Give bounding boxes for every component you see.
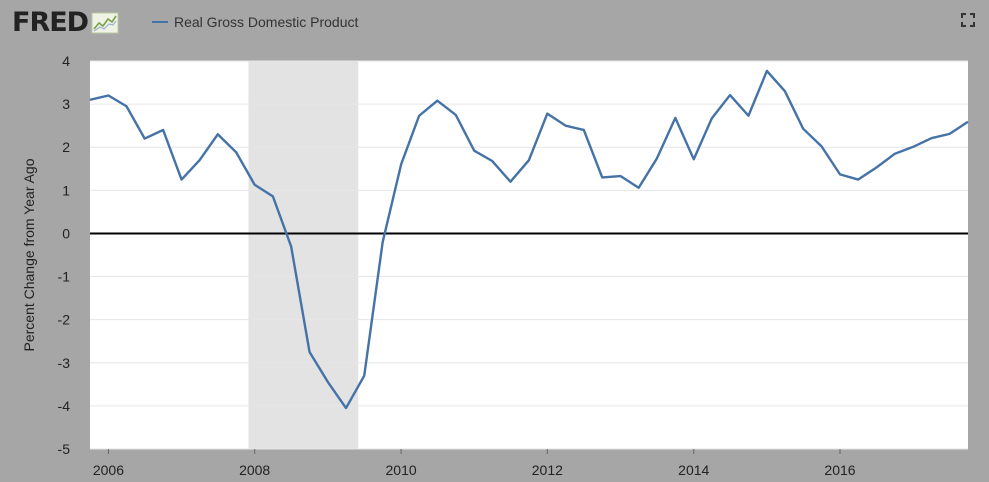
series-point bbox=[582, 128, 586, 132]
y-tick-label: -1 bbox=[58, 269, 71, 285]
series-point bbox=[655, 156, 659, 160]
series-point bbox=[435, 99, 439, 103]
series-point bbox=[856, 178, 860, 182]
x-tick-label: 2016 bbox=[824, 462, 855, 478]
series-point bbox=[637, 186, 641, 190]
series-point bbox=[417, 114, 421, 118]
series-point bbox=[911, 145, 915, 149]
series-point bbox=[508, 180, 512, 184]
series-point bbox=[472, 149, 476, 153]
series-point bbox=[381, 240, 385, 244]
x-tick-label: 2006 bbox=[93, 462, 124, 478]
series-point bbox=[564, 124, 568, 128]
series-point bbox=[399, 162, 403, 166]
y-axis-ticks: 4 3 2 1 0 -1 -2 -3 -4 -5 bbox=[58, 53, 71, 457]
grid-lines bbox=[90, 60, 968, 450]
y-tick-label: 1 bbox=[62, 182, 70, 198]
x-tick-label: 2014 bbox=[678, 462, 709, 478]
series-point bbox=[490, 159, 494, 163]
series-point bbox=[106, 93, 110, 97]
series-point bbox=[289, 244, 293, 248]
series-point bbox=[929, 136, 933, 140]
y-axis-label: Percent Change from Year Ago bbox=[21, 158, 37, 351]
series-point bbox=[545, 112, 549, 116]
series-point bbox=[308, 350, 312, 354]
series-point bbox=[893, 152, 897, 156]
x-tick-label: 2008 bbox=[239, 462, 270, 478]
series-point bbox=[180, 178, 184, 182]
series-point bbox=[619, 174, 623, 178]
series-point bbox=[124, 104, 128, 108]
y-tick-label: 4 bbox=[62, 53, 70, 69]
y-tick-label: -3 bbox=[58, 355, 71, 371]
legend-swatch bbox=[152, 21, 168, 23]
plot-area bbox=[90, 61, 968, 449]
series-point bbox=[216, 132, 220, 136]
series-point bbox=[271, 194, 275, 198]
series-point bbox=[801, 127, 805, 131]
series-point bbox=[966, 120, 970, 124]
y-tick-label: 0 bbox=[62, 225, 70, 241]
x-tick-label: 2012 bbox=[532, 462, 563, 478]
series-point bbox=[161, 128, 165, 132]
series-point bbox=[746, 114, 750, 118]
y-tick-label: -4 bbox=[58, 398, 71, 414]
series-point bbox=[326, 380, 330, 384]
series-point bbox=[838, 172, 842, 176]
fred-logo-text: FRED bbox=[12, 7, 89, 38]
series-point bbox=[362, 374, 366, 378]
series-line-real-gdp bbox=[89, 69, 969, 410]
y-tick-label: 3 bbox=[62, 96, 70, 112]
series-point bbox=[344, 406, 348, 410]
series-point bbox=[728, 93, 732, 97]
chart-legend: Real Gross Domestic Product bbox=[152, 14, 358, 30]
series-point bbox=[527, 158, 531, 162]
series-point bbox=[454, 113, 458, 117]
recession-band-layer bbox=[248, 61, 359, 449]
x-tick-label: 2010 bbox=[386, 462, 417, 478]
series-point bbox=[253, 183, 257, 187]
series-point bbox=[692, 157, 696, 161]
series-point bbox=[143, 137, 147, 141]
series-point bbox=[673, 116, 677, 120]
series-point bbox=[710, 116, 714, 120]
x-axis-ticks: 2006 2008 2010 2012 2014 2016 bbox=[93, 449, 856, 478]
series-point bbox=[765, 69, 769, 73]
series-point bbox=[874, 165, 878, 169]
y-tick-label: 2 bbox=[62, 139, 70, 155]
line-chart-icon bbox=[91, 12, 119, 34]
series-point bbox=[600, 175, 604, 179]
series-point bbox=[198, 158, 202, 162]
series-point bbox=[783, 89, 787, 93]
fullscreen-expand-icon[interactable] bbox=[961, 13, 975, 27]
series-point bbox=[820, 144, 824, 148]
recession-band bbox=[248, 61, 359, 449]
y-tick-label: -5 bbox=[58, 441, 71, 457]
series-point bbox=[88, 98, 92, 102]
series-point bbox=[234, 150, 238, 154]
fred-logo[interactable]: FRED bbox=[12, 6, 119, 40]
legend-label: Real Gross Domestic Product bbox=[174, 14, 359, 30]
series-point bbox=[948, 132, 952, 136]
y-tick-label: -2 bbox=[58, 312, 71, 328]
